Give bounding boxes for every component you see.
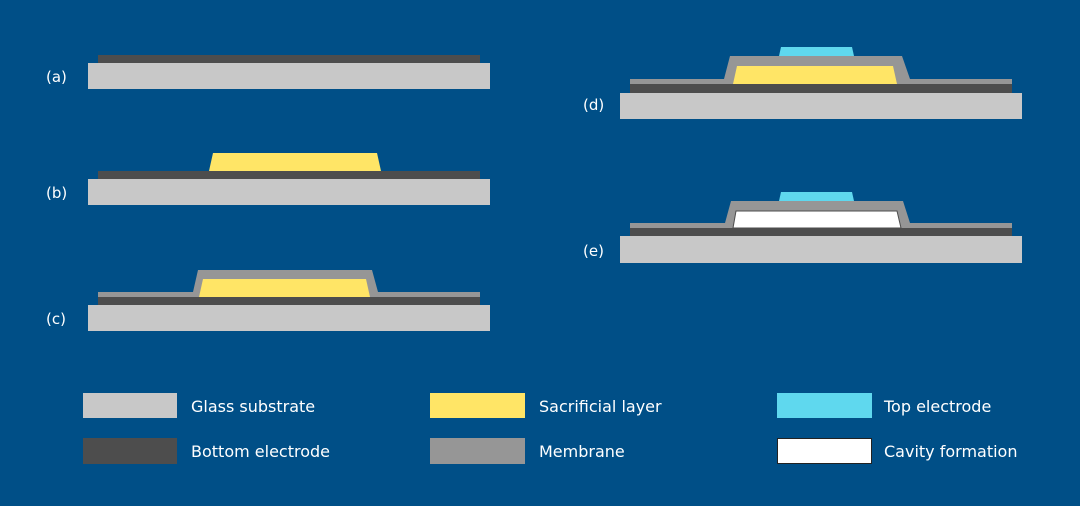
bottom-electrode [630,228,1012,236]
bottom-electrode [98,171,480,179]
legend-label: Glass substrate [191,397,315,416]
step-b: (b) [46,153,490,205]
legend-swatch-glass-substrate [83,393,177,418]
legend-label: Cavity formation [884,442,1017,461]
top-electrode [779,192,854,201]
sacrificial-layer [209,153,381,171]
glass-substrate [88,179,490,205]
step-a: (a) [46,55,490,89]
cavity [732,210,902,229]
sacrificial-layer [733,66,897,84]
glass-substrate [88,63,490,89]
step-label-c: (c) [46,310,66,328]
glass-substrate [620,236,1022,263]
top-electrode [779,47,854,56]
step-label-e: (e) [583,242,604,260]
legend-label: Bottom electrode [191,442,330,461]
step-label-a: (a) [46,68,67,86]
legend-label: Membrane [539,442,625,461]
bottom-electrode [630,84,1012,93]
legend-swatch-bottom-electrode [83,438,177,464]
step-e: (e) [583,192,1022,263]
legend-swatch-sacrificial-layer [430,393,525,418]
bottom-electrode [98,55,480,63]
step-label-b: (b) [46,184,67,202]
legend-label: Sacrificial layer [539,397,662,416]
step-d: (d) [583,47,1022,119]
step-c: (c) [46,270,490,331]
step-label-d: (d) [583,96,604,114]
bottom-electrode [98,297,480,305]
legend-swatch-top-electrode [777,393,872,418]
glass-substrate [88,305,490,331]
legend-swatch-membrane [430,438,525,464]
glass-substrate [620,93,1022,119]
legend-swatch-cavity-formation [777,438,872,464]
legend: Glass substrate Sacrificial layer Top el… [83,393,1017,464]
legend-label: Top electrode [883,397,991,416]
sacrificial-layer [199,279,370,297]
